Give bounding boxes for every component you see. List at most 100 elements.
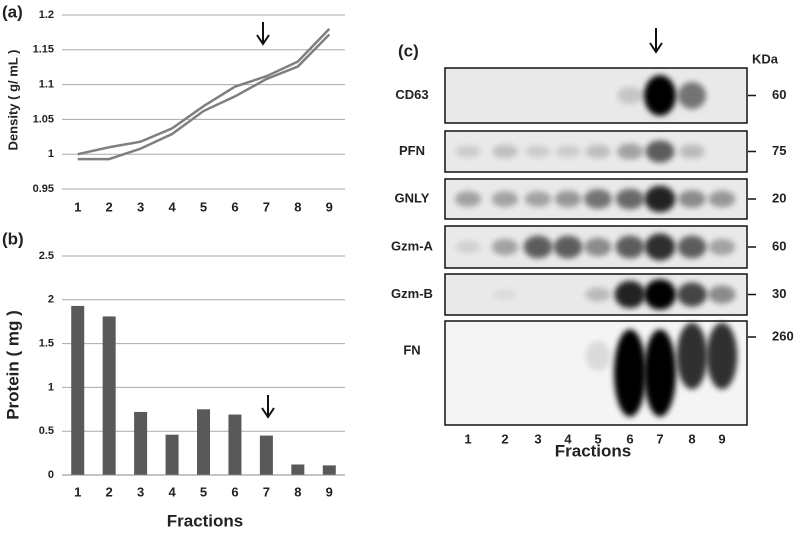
y-tick-label: 0.95	[33, 183, 54, 195]
band	[644, 329, 676, 417]
bar	[322, 465, 336, 475]
band	[553, 235, 583, 259]
arrow	[256, 22, 270, 46]
bar	[134, 411, 148, 475]
band	[615, 188, 645, 210]
y-tick-label: 2	[48, 294, 54, 306]
row-label: Gzm-A	[391, 238, 434, 253]
y-tick-label: 1	[48, 148, 54, 160]
x-tick-label: 5	[200, 484, 207, 499]
band	[524, 191, 552, 207]
x-tick-label: 8	[294, 199, 301, 214]
x-tick-label: 2	[106, 484, 113, 499]
x-tick-label: 4	[168, 199, 176, 214]
band	[554, 190, 582, 208]
band	[644, 233, 676, 261]
band	[708, 238, 736, 256]
x-tick-label: 7	[263, 199, 270, 214]
y-tick-label: 1.1	[39, 79, 54, 91]
band	[677, 282, 707, 307]
kda-label: 260	[772, 328, 794, 343]
y-tick-label: 1.2	[39, 9, 54, 21]
band	[616, 143, 644, 160]
band	[614, 280, 646, 309]
blot-row	[444, 225, 748, 269]
row-label: Gzm-B	[391, 286, 433, 301]
x-tick-label: 8	[294, 484, 301, 499]
blot-row	[444, 320, 748, 426]
band	[585, 144, 611, 159]
lane-label: 9	[718, 431, 725, 446]
band	[491, 238, 519, 256]
x-tick-label: 5	[200, 199, 207, 214]
band	[555, 145, 581, 158]
x-tick-label: 9	[326, 484, 333, 499]
panel-label: (c)	[398, 41, 419, 60]
band	[678, 82, 706, 109]
x-tick-label: 6	[231, 199, 238, 214]
band	[676, 322, 708, 390]
band	[584, 189, 612, 209]
row-label: PFN	[399, 143, 425, 158]
lane-label: 8	[688, 431, 695, 446]
lane-label: 4	[564, 431, 572, 446]
x-tick-label: 1	[74, 199, 81, 214]
band	[706, 322, 738, 390]
lane-label: 6	[626, 431, 633, 446]
kda-label: 30	[772, 286, 786, 301]
bar	[71, 305, 85, 475]
band	[708, 285, 736, 304]
x-tick-label: 3	[137, 484, 144, 499]
bar	[259, 435, 273, 475]
band	[617, 86, 643, 105]
band	[708, 190, 736, 208]
band	[455, 240, 481, 254]
band	[491, 191, 519, 207]
x-tick-label: 3	[137, 199, 144, 214]
band	[677, 235, 707, 259]
x-axis-label: Fractions	[555, 441, 632, 460]
band	[454, 191, 482, 207]
arrow	[649, 28, 663, 54]
x-tick-label: 2	[106, 199, 113, 214]
band	[492, 289, 518, 300]
kda-label: 60	[772, 238, 786, 253]
y-tick-label: 1.5	[39, 338, 54, 350]
lane-label: 5	[594, 431, 601, 446]
arrow	[261, 395, 275, 419]
lane-label: 3	[534, 431, 541, 446]
row-label: FN	[403, 342, 420, 357]
y-tick-label: 1.05	[33, 113, 54, 125]
y-tick-label: 1	[48, 381, 54, 393]
band	[523, 235, 553, 259]
row-label: CD63	[395, 87, 428, 102]
arrows	[256, 22, 663, 419]
x-tick-label: 9	[326, 199, 333, 214]
band	[644, 185, 676, 213]
x-axis-label: Fractions	[167, 511, 244, 530]
bar	[197, 409, 210, 475]
band	[645, 140, 675, 163]
panel-label: (a)	[2, 2, 23, 21]
unit-label: KDa	[752, 51, 779, 66]
line-series	[77, 33, 331, 161]
band	[678, 190, 706, 208]
band	[615, 235, 645, 259]
bar	[228, 414, 242, 475]
band	[585, 340, 611, 372]
band	[585, 287, 611, 302]
row-label: GNLY	[395, 190, 430, 205]
band	[492, 144, 518, 159]
x-tick-label: 7	[263, 484, 270, 499]
y-axis-label: Protein ( mg )	[3, 310, 22, 420]
blot-row	[444, 130, 748, 173]
lane-label: 7	[656, 431, 663, 446]
bar	[291, 464, 305, 475]
x-tick-label: 4	[168, 484, 176, 499]
y-tick-label: 0.5	[39, 425, 54, 437]
blot-row	[444, 178, 748, 220]
band	[644, 75, 676, 116]
y-tick-label: 1.15	[33, 44, 54, 56]
line-series	[77, 28, 331, 156]
y-tick-label: 2.5	[39, 250, 54, 262]
